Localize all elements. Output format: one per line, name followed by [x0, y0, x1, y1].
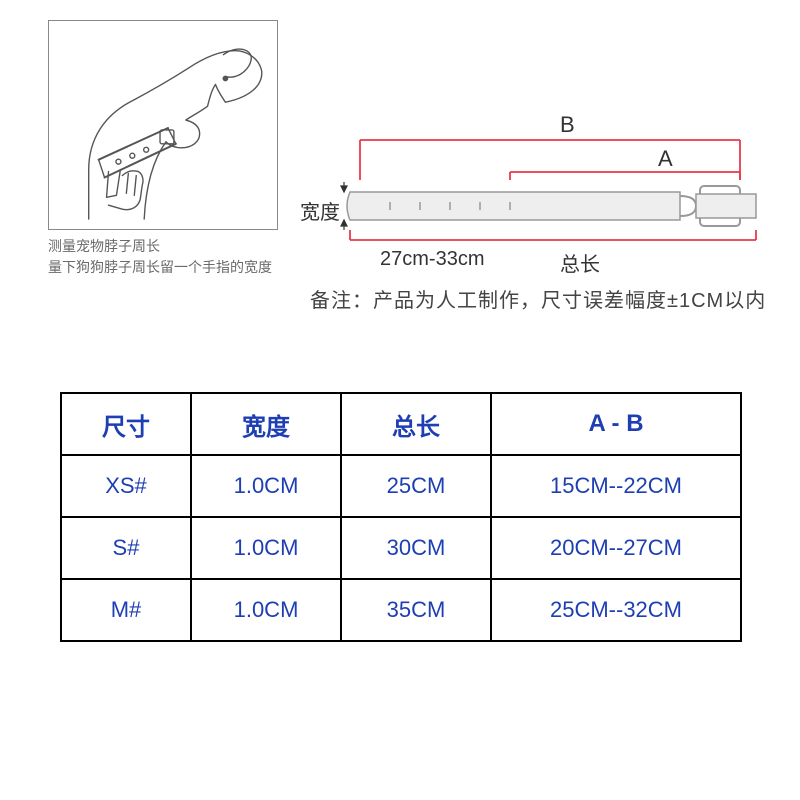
label-a: A — [658, 146, 673, 172]
label-width: 宽度 — [300, 196, 340, 225]
cell-ab: 15CM--22CM — [491, 455, 741, 517]
dog-illustration-box — [48, 20, 278, 230]
th-ab: A - B — [491, 393, 741, 455]
cell-size: S# — [61, 517, 191, 579]
th-size: 尺寸 — [61, 393, 191, 455]
cell-width: 1.0CM — [191, 579, 341, 641]
caption-line2: 量下狗狗脖子周长留一个手指的宽度 — [48, 257, 288, 278]
label-range: 27cm-33cm — [380, 248, 484, 271]
caption-line1: 测量宠物脖子周长 — [48, 236, 288, 257]
table-row: M# 1.0CM 35CM 25CM--32CM — [61, 579, 741, 641]
collar-svg — [300, 80, 780, 280]
label-b: B — [560, 112, 575, 138]
table-row: S# 1.0CM 30CM 20CM--27CM — [61, 517, 741, 579]
cell-len: 30CM — [341, 517, 491, 579]
cell-len: 35CM — [341, 579, 491, 641]
collar-diagram — [300, 80, 780, 280]
size-table: 尺寸 宽度 总长 A - B XS# 1.0CM 25CM 15CM--22CM… — [60, 392, 742, 642]
dog-collar-illustration — [49, 21, 277, 229]
cell-ab: 20CM--27CM — [491, 517, 741, 579]
cell-size: XS# — [61, 455, 191, 517]
top-section: 测量宠物脖子周长 量下狗狗脖子周长留一个手指的宽度 — [0, 0, 800, 340]
table-row: XS# 1.0CM 25CM 15CM--22CM — [61, 455, 741, 517]
cell-ab: 25CM--32CM — [491, 579, 741, 641]
th-len: 总长 — [341, 393, 491, 455]
cell-width: 1.0CM — [191, 517, 341, 579]
cell-width: 1.0CM — [191, 455, 341, 517]
note-text: 备注：产品为人工制作，尺寸误差幅度±1CM以内 — [310, 284, 766, 313]
cell-len: 25CM — [341, 455, 491, 517]
dog-measurement-caption: 测量宠物脖子周长 量下狗狗脖子周长留一个手指的宽度 — [48, 236, 288, 278]
label-total-length: 总长 — [560, 248, 600, 277]
table-header-row: 尺寸 宽度 总长 A - B — [61, 393, 741, 455]
cell-size: M# — [61, 579, 191, 641]
th-width: 宽度 — [191, 393, 341, 455]
